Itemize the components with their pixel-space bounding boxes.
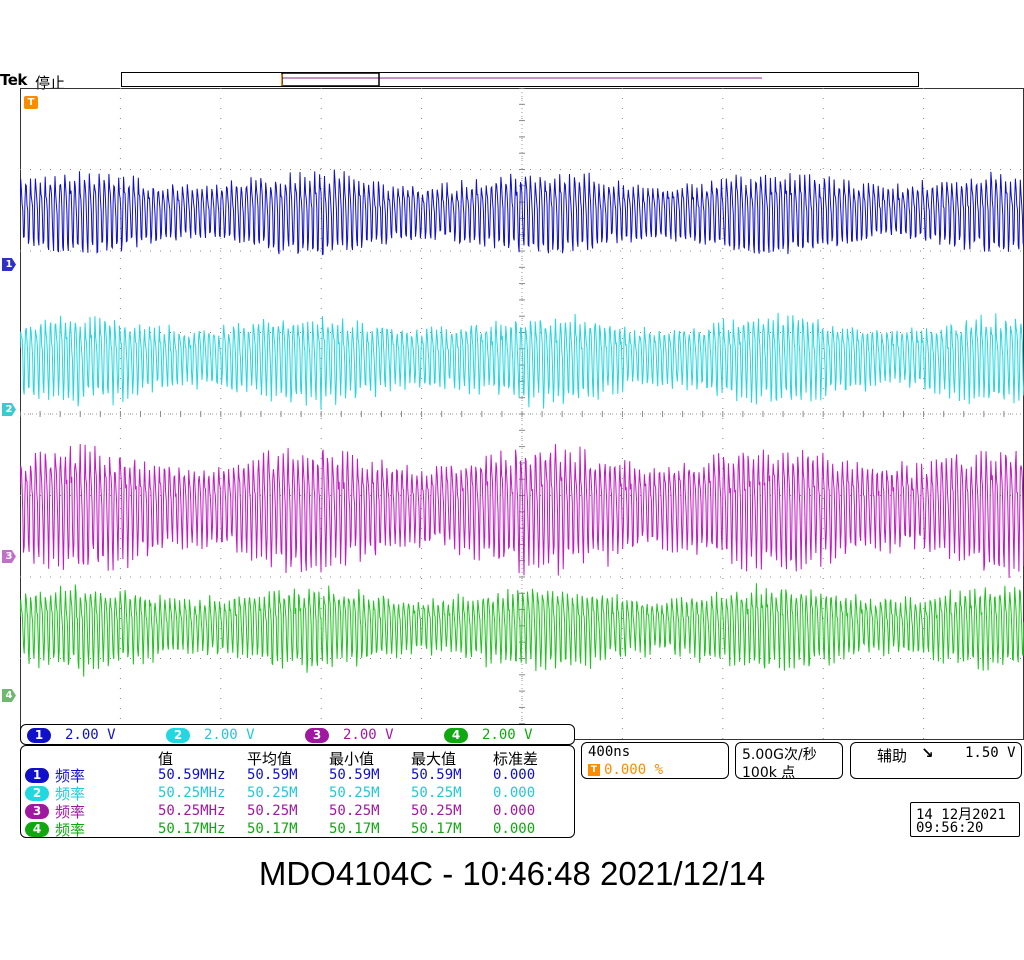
measurement-value: 50.25MHz (158, 803, 226, 819)
ch3-waveform (20, 443, 1024, 578)
measurement-min: 50.17M (329, 821, 380, 837)
measurement-type: 频率 (55, 766, 86, 785)
measurement-row[interactable]: 3 频率 50.25MHz 50.25M 50.25M 50.25M 0.000 (25, 802, 570, 821)
waveform-display[interactable] (20, 88, 1024, 740)
acquisition-panel[interactable]: 5.00G次/秒 100k 点 (735, 742, 843, 781)
header-std: 标准差 (493, 750, 539, 768)
trigger-level: 1.50 V (965, 745, 1016, 761)
ch2-scale[interactable]: 2 2.00 V (166, 726, 255, 744)
ch2-badge: 2 (166, 727, 190, 743)
measurement-row[interactable]: 2 频率 50.25MHz 50.25M 50.25M 50.25M 0.000 (25, 784, 570, 803)
header-mean: 平均值 (247, 750, 293, 768)
datetime-panel: 14 12月2021 09:56:20 (910, 802, 1020, 837)
horizontal-scale: 400ns (588, 744, 631, 760)
record-view-graphic: [ (280, 72, 762, 87)
ch2-waveform (20, 312, 1024, 410)
record-trigger-marker: [ (280, 73, 285, 87)
header-max: 最大值 (411, 750, 457, 768)
ch4-scale[interactable]: 4 2.00 V (444, 726, 533, 744)
measurement-max: 50.25M (411, 803, 462, 819)
trigger-icon: T (588, 764, 600, 776)
ch3-badge: 3 (305, 727, 329, 743)
measurement-min: 50.59M (329, 767, 380, 783)
brand-logo: Tek (0, 71, 27, 89)
ch1-badge: 1 (27, 727, 51, 743)
measurement-row[interactable]: 4 频率 50.17MHz 50.17M 50.17M 50.17M 0.000 (25, 820, 570, 839)
measurement-mean: 50.25M (247, 803, 298, 819)
measurement-type: 频率 (55, 784, 86, 803)
ch2-ground-marker[interactable]: 2 (2, 403, 16, 416)
trigger-position: 0.000 % (604, 762, 664, 778)
ch4-scale-value: 2.00 V (482, 727, 533, 743)
measurement-min: 50.25M (329, 785, 380, 801)
measurement-value: 50.59MHz (158, 767, 226, 783)
measurement-type: 频率 (55, 820, 86, 839)
trigger-position-marker[interactable]: T (24, 96, 38, 109)
trigger-source: 辅助 (877, 747, 908, 765)
time-display: 09:56:20 (916, 820, 984, 836)
measurement-std: 0.000 (493, 785, 536, 801)
ch1-scale-value: 2.00 V (65, 727, 116, 743)
ch1-scale[interactable]: 1 2.00 V (27, 726, 116, 744)
measurement-value: 50.17MHz (158, 821, 226, 837)
date-display: 14 12月2021 (916, 807, 1006, 823)
timebase-panel[interactable]: 400ns T 0.000 % (581, 742, 729, 779)
ch3-ground-marker[interactable]: 3 (2, 550, 16, 563)
channel-scale-panel: 1 2.00 V 2 2.00 V 3 2.00 V 4 2.00 V (20, 724, 575, 745)
measurement-std: 0.000 (493, 821, 536, 837)
measurement-max: 50.59M (411, 767, 462, 783)
ch2-scale-value: 2.00 V (204, 727, 255, 743)
acquisition-state: 停止 (35, 74, 66, 92)
ch3-scale[interactable]: 3 2.00 V (305, 726, 394, 744)
ch1-waveform (20, 169, 1024, 256)
measurement-std: 0.000 (493, 803, 536, 819)
ch4-waveform (20, 583, 1024, 677)
measurement-max: 50.17M (411, 821, 462, 837)
sample-rate: 5.00G次/秒 (742, 747, 817, 763)
measurement-value: 50.25MHz (158, 785, 226, 801)
measurement-max: 50.25M (411, 785, 462, 801)
measurement-mean: 50.25M (247, 785, 298, 801)
measurement-mean: 50.59M (247, 767, 298, 783)
ch4-badge: 4 (444, 727, 468, 743)
ch4-ground-marker[interactable]: 4 (2, 689, 16, 702)
measurement-mean: 50.17M (247, 821, 298, 837)
ch4-badge: 4 (25, 821, 49, 837)
ch1-badge: 1 (25, 767, 49, 783)
measurement-panel: 值 平均值 最小值 最大值 标准差 1 频率 50.59MHz 50.59M 50.59… (20, 745, 575, 839)
measurement-row[interactable]: 1 频率 50.59MHz 50.59M 50.59M 50.59M 0.000 (25, 766, 570, 785)
header-value: 值 (158, 750, 174, 768)
measurement-std: 0.000 (493, 767, 536, 783)
screenshot-caption: MDO4104C - 10:46:48 2021/12/14 (258, 855, 766, 892)
record-length: 100k 点 (742, 765, 796, 781)
header-min: 最小值 (329, 750, 375, 768)
trigger-panel[interactable]: 辅助 ↘ 1.50 V (850, 742, 1022, 779)
falling-edge-icon: ↘ (921, 744, 934, 762)
measurement-min: 50.25M (329, 803, 380, 819)
ch3-badge: 3 (25, 803, 49, 819)
waveform-traces (20, 169, 1024, 677)
ch3-scale-value: 2.00 V (343, 727, 394, 743)
record-view-bar[interactable]: [ (121, 72, 919, 87)
ch2-badge: 2 (25, 785, 49, 801)
ch1-ground-marker[interactable]: 1 (2, 258, 16, 271)
measurement-type: 频率 (55, 802, 86, 821)
